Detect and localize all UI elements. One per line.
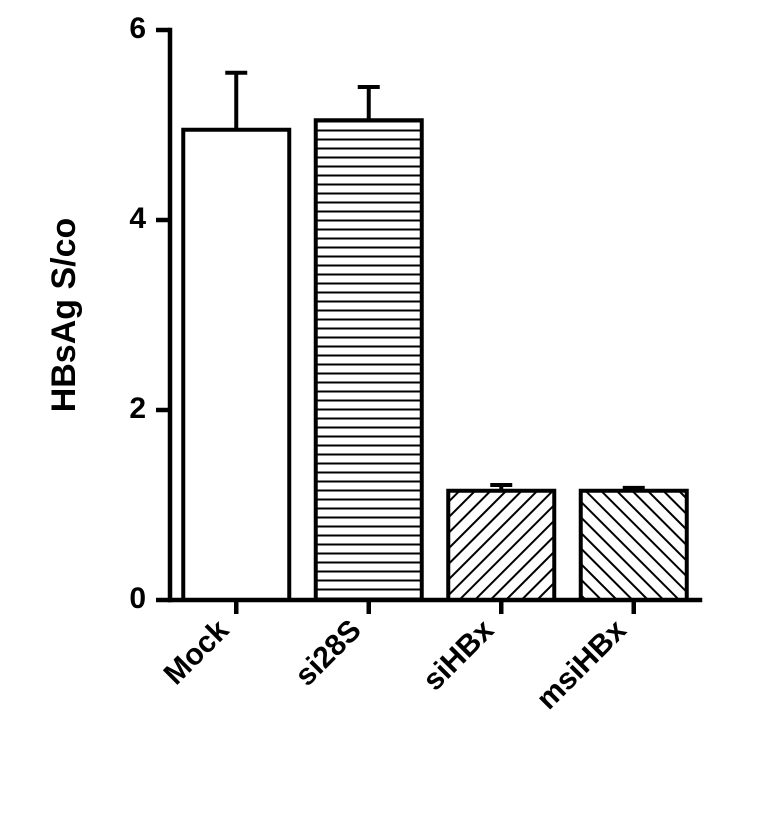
xtick-label-2: siHBx bbox=[417, 613, 501, 697]
y-axis-label: HBsAg S/co bbox=[45, 218, 83, 413]
ytick-label-0: 0 bbox=[129, 582, 146, 615]
xtick-label-1: si28S bbox=[289, 614, 368, 693]
bar-3 bbox=[581, 491, 687, 600]
bar-1 bbox=[316, 120, 422, 600]
ytick-label-3: 6 bbox=[129, 12, 146, 45]
ytick-label-2: 4 bbox=[129, 202, 146, 235]
bar-0 bbox=[183, 130, 289, 600]
ytick-label-1: 2 bbox=[129, 392, 146, 425]
xtick-label-0: Mock bbox=[158, 613, 236, 691]
bar-2 bbox=[448, 491, 554, 600]
xtick-label-3: msiHBx bbox=[530, 613, 633, 716]
bar-chart: 0 2 4 6 HBsAg S/co Mock si28S siHBx msiHBx bbox=[0, 0, 782, 840]
chart-svg: 0 2 4 6 HBsAg S/co Mock si28S siHBx msiHBx bbox=[0, 0, 782, 840]
